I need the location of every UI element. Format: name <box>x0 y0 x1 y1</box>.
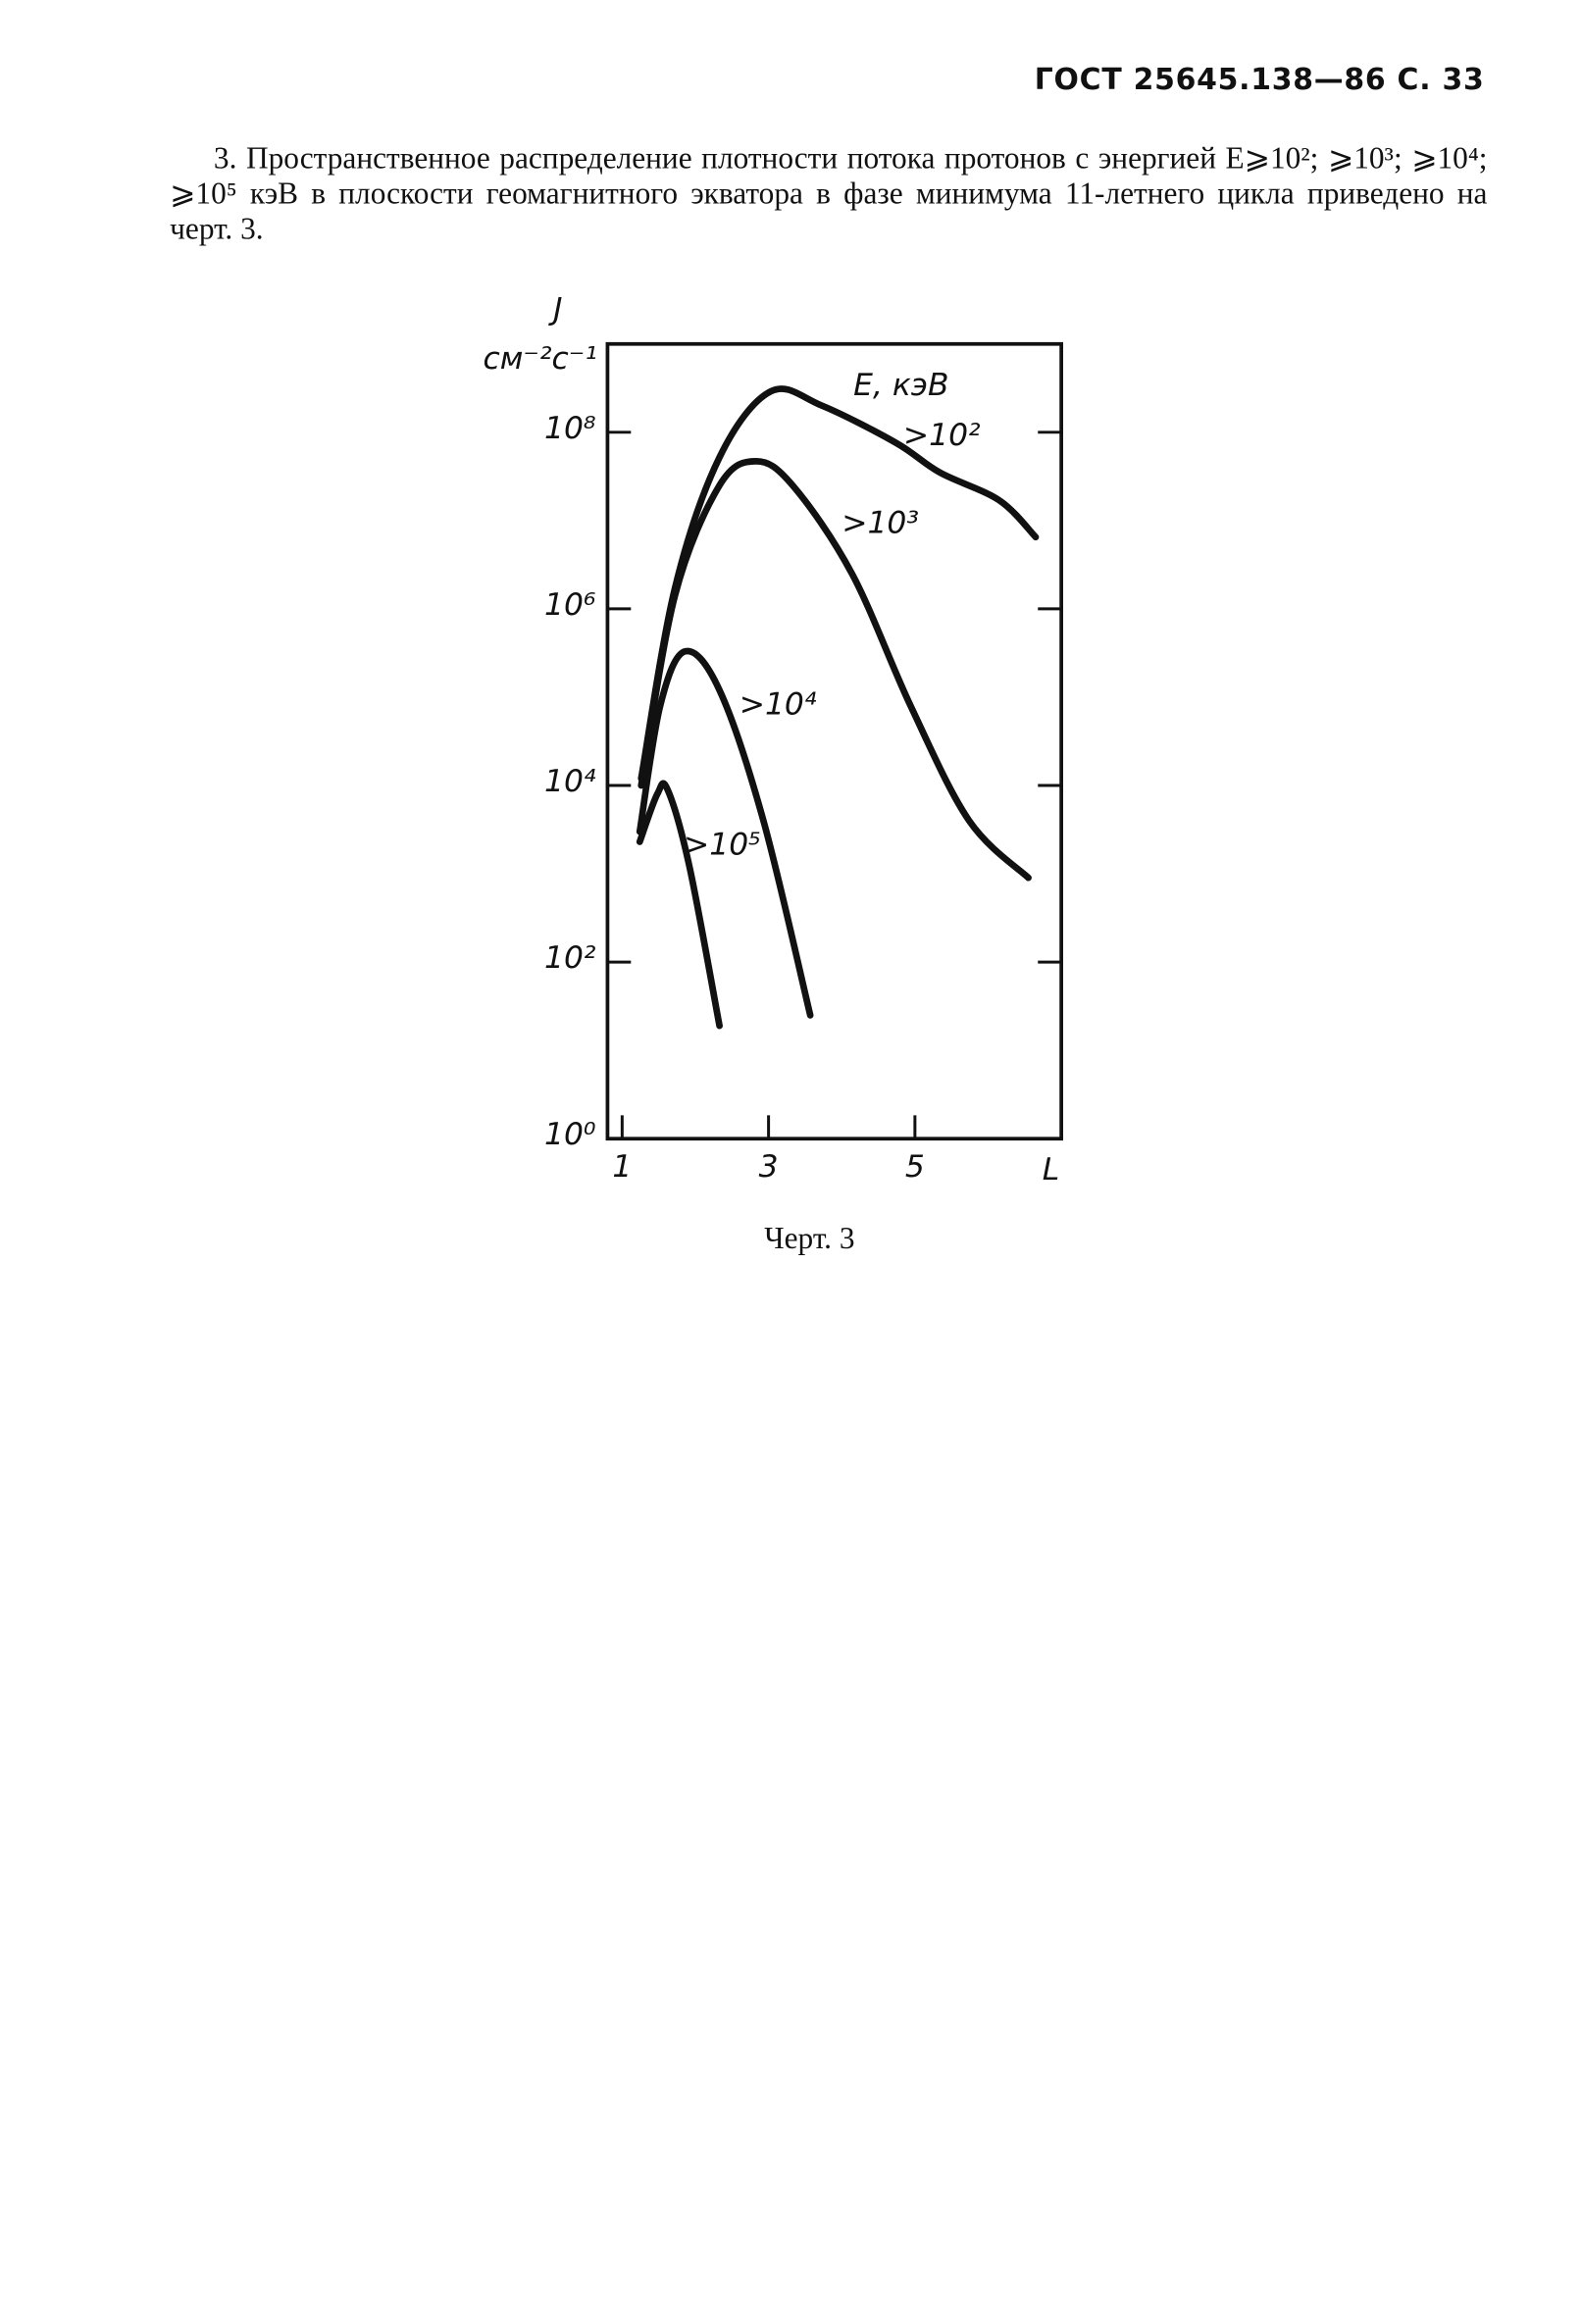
caption: Черт. 3 <box>764 1220 855 1256</box>
y-tick-label: 10² <box>544 940 596 976</box>
series-label: >10³ <box>842 505 919 540</box>
y-axis-label: J <box>547 291 562 327</box>
chart: J см⁻²с⁻¹ L E, кэВ 10⁰ 10² 10⁴ 10⁶ 10⁸ 1 3 5 >10… <box>484 291 1063 1187</box>
legend-title: E, кэВ <box>853 368 948 403</box>
x-tick-label: 3 <box>759 1149 779 1185</box>
y-tick-label: 10⁴ <box>544 764 596 799</box>
paragraph: 3. Пространственное распределение плотно… <box>170 140 1488 246</box>
series-label: >10⁵ <box>684 828 761 863</box>
data-line <box>638 457 1032 882</box>
x-axis-label: L <box>1043 1152 1059 1187</box>
x-tick-label: 1 <box>612 1149 632 1185</box>
series-label: >10² <box>903 418 981 453</box>
x-tick-label: 5 <box>905 1149 925 1185</box>
data-line <box>636 780 723 1030</box>
data-line <box>636 647 814 1019</box>
y-tick-label: 10⁸ <box>544 411 596 446</box>
y-tick-label: 10⁶ <box>544 587 595 623</box>
y-axis-unit: см⁻²с⁻¹ <box>484 341 597 377</box>
y-tick-label: 10⁰ <box>544 1117 596 1152</box>
series-label: >10⁴ <box>740 686 817 722</box>
plot-frame <box>605 341 1063 1141</box>
header: ГОСТ 25645.138—86 С. 33 <box>1034 61 1485 97</box>
